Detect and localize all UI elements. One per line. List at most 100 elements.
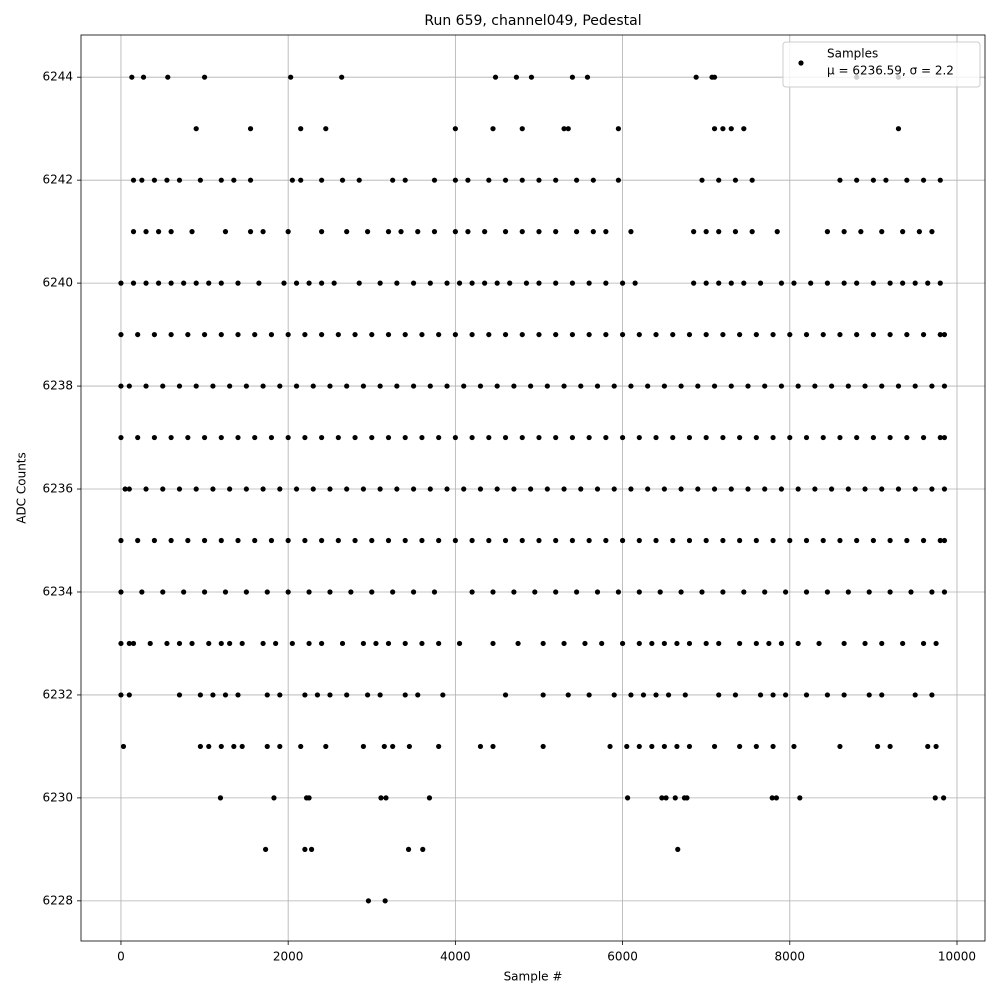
point xyxy=(908,589,914,595)
point xyxy=(193,126,199,132)
point xyxy=(390,589,396,595)
point xyxy=(319,331,325,338)
point xyxy=(590,229,596,235)
point xyxy=(757,692,764,698)
legend-label: Samples xyxy=(827,47,878,61)
point xyxy=(293,280,300,286)
point xyxy=(452,434,458,441)
point xyxy=(323,743,329,750)
point xyxy=(235,537,241,544)
point xyxy=(695,383,701,389)
points xyxy=(118,74,948,904)
point xyxy=(264,692,270,698)
point xyxy=(285,537,291,544)
point xyxy=(653,331,659,338)
point xyxy=(586,434,592,441)
point xyxy=(665,692,672,698)
point xyxy=(120,743,127,750)
point xyxy=(477,383,484,389)
point xyxy=(778,640,785,647)
point xyxy=(569,434,576,441)
point xyxy=(348,589,354,595)
point xyxy=(452,537,458,544)
point xyxy=(900,640,906,647)
point xyxy=(118,434,124,441)
point xyxy=(235,280,241,286)
point xyxy=(661,743,667,750)
point xyxy=(419,640,425,647)
point xyxy=(176,383,183,389)
point xyxy=(271,795,277,801)
point xyxy=(803,331,810,338)
point xyxy=(511,486,517,492)
point xyxy=(235,331,241,338)
point xyxy=(766,640,772,647)
point xyxy=(870,280,876,286)
point xyxy=(227,383,233,389)
point xyxy=(737,537,743,544)
point xyxy=(703,640,709,647)
point xyxy=(883,177,889,183)
point xyxy=(197,743,203,750)
point xyxy=(741,280,747,286)
point xyxy=(741,589,747,595)
point xyxy=(319,280,325,286)
point xyxy=(235,434,241,441)
point xyxy=(405,846,412,852)
point xyxy=(285,229,291,235)
point xyxy=(762,486,768,492)
point xyxy=(444,383,450,389)
point xyxy=(262,846,269,852)
point xyxy=(402,331,408,338)
point xyxy=(783,692,789,698)
point xyxy=(929,692,935,698)
point xyxy=(628,486,634,492)
point xyxy=(870,331,876,338)
point xyxy=(310,383,316,389)
point xyxy=(406,743,412,750)
point xyxy=(344,486,350,492)
point xyxy=(812,486,818,492)
point xyxy=(573,229,580,235)
point xyxy=(118,692,124,698)
point xyxy=(636,743,642,750)
point xyxy=(390,743,396,750)
point xyxy=(920,177,927,183)
point xyxy=(469,434,475,441)
point xyxy=(502,177,509,183)
point xyxy=(699,177,705,183)
point xyxy=(398,229,404,235)
point xyxy=(661,640,667,647)
point xyxy=(895,486,902,492)
point xyxy=(201,74,208,80)
point xyxy=(686,537,693,544)
point xyxy=(675,846,681,852)
point xyxy=(854,331,860,338)
point xyxy=(410,589,417,595)
point xyxy=(469,537,475,544)
point xyxy=(912,486,918,492)
point xyxy=(419,537,425,544)
point xyxy=(711,743,718,750)
point xyxy=(941,486,948,492)
point xyxy=(260,383,266,389)
point xyxy=(477,743,484,750)
point xyxy=(820,537,826,544)
point xyxy=(824,229,831,235)
point xyxy=(201,434,208,441)
point xyxy=(143,280,149,286)
point xyxy=(703,331,709,338)
point xyxy=(895,383,902,389)
point xyxy=(594,383,601,389)
point xyxy=(327,486,333,492)
point xyxy=(285,434,291,441)
point xyxy=(553,229,559,235)
point xyxy=(452,331,458,338)
point xyxy=(164,640,170,647)
point xyxy=(737,640,743,647)
point xyxy=(189,640,195,647)
point xyxy=(243,589,249,595)
point xyxy=(745,383,751,389)
point xyxy=(753,331,759,338)
point xyxy=(711,486,718,492)
